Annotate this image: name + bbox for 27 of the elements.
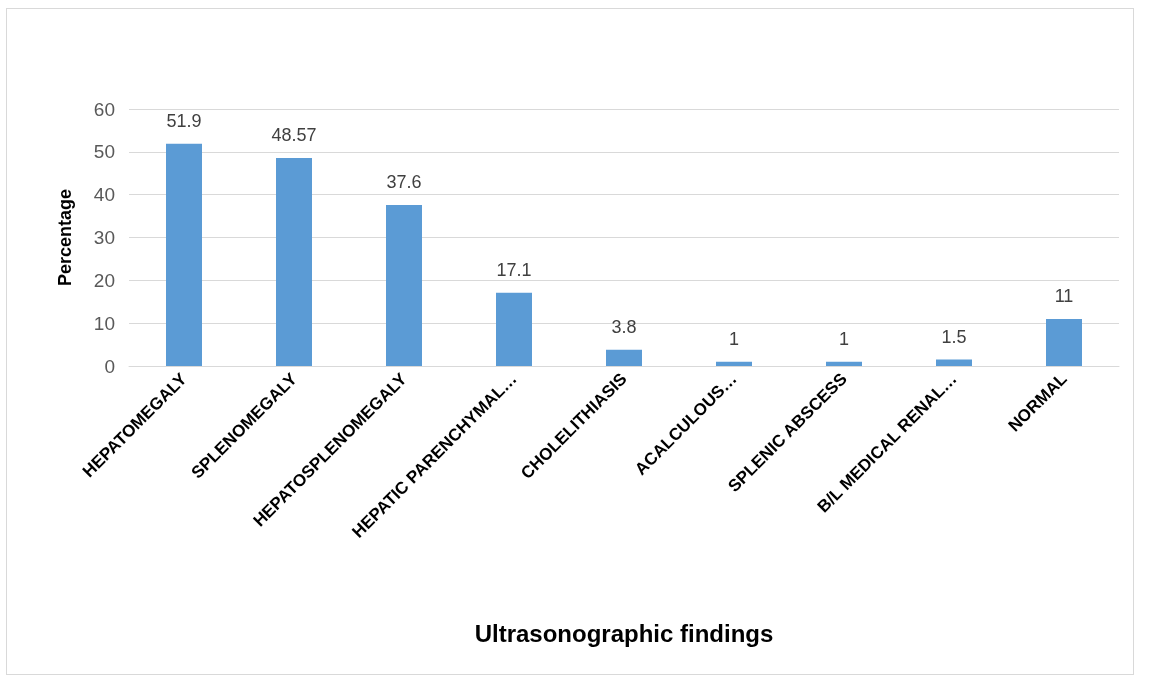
y-tick-label: 20 — [93, 269, 115, 291]
data-label: 1 — [838, 328, 850, 349]
data-label: 51.9 — [166, 110, 202, 131]
y-axis-title: Percentage — [55, 188, 75, 287]
y-tick-label: 10 — [93, 312, 115, 334]
bar — [606, 349, 642, 366]
bar — [166, 143, 202, 366]
bar — [276, 157, 312, 366]
data-label: 48.57 — [271, 124, 317, 145]
bar — [496, 292, 532, 366]
data-label: 1 — [728, 328, 740, 349]
bar — [826, 361, 862, 366]
y-tick-label: 60 — [93, 98, 115, 120]
y-tick-label: 50 — [93, 141, 115, 163]
data-label: 11 — [1054, 285, 1074, 306]
y-tick-label: 0 — [104, 355, 115, 377]
bar — [716, 361, 752, 366]
bar — [386, 204, 422, 366]
y-tick-label: 40 — [93, 184, 115, 206]
bar — [1046, 318, 1082, 366]
data-label: 17.1 — [496, 259, 532, 280]
data-label: 1.5 — [941, 326, 967, 347]
y-tick-label: 30 — [93, 227, 115, 248]
data-label: 37.6 — [386, 171, 422, 192]
x-axis-title: Ultrasonographic findings — [474, 619, 774, 647]
bar — [936, 359, 972, 366]
data-label: 3.8 — [611, 316, 637, 337]
